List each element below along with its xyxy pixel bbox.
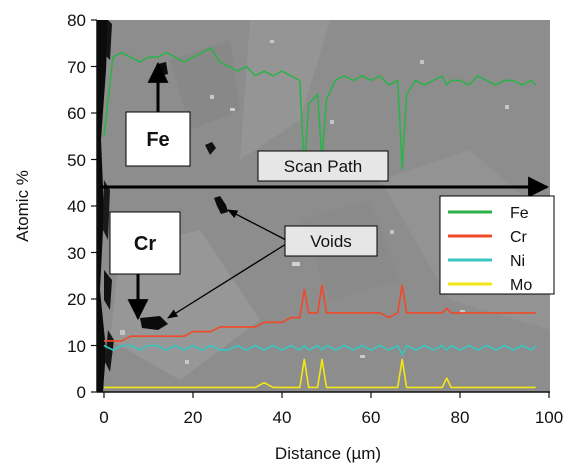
y-tick-label: 0 bbox=[77, 383, 86, 402]
fe-label: Fe bbox=[146, 129, 169, 151]
series-line-fe bbox=[103, 47, 537, 170]
y-tick-label: 10 bbox=[67, 337, 86, 356]
voids-label-box bbox=[284, 225, 378, 257]
series-line-cr bbox=[104, 284, 536, 342]
axes: 0 10 20 30 40 50 60 70 80 0 20 40 60 80 … bbox=[13, 11, 563, 463]
series-line-mo bbox=[104, 358, 536, 389]
cr-label: Cr bbox=[134, 233, 156, 255]
voids-arrow-lower bbox=[167, 243, 287, 319]
y-tick-label: 30 bbox=[67, 244, 86, 263]
x-tick-labels: 0 20 40 60 80 100 bbox=[99, 408, 563, 427]
y-tick-label: 80 bbox=[67, 11, 86, 30]
x-tick-label: 80 bbox=[451, 408, 470, 427]
legend: Fe Cr Ni Mo bbox=[439, 195, 555, 295]
y-tick-label: 40 bbox=[67, 197, 86, 216]
annotations: Fe Cr Scan Path Voids bbox=[100, 61, 550, 321]
y-tick-label: 50 bbox=[67, 151, 86, 170]
y-tick-label: 20 bbox=[67, 290, 86, 309]
y-tick-label: 60 bbox=[67, 104, 86, 123]
x-tick-label: 20 bbox=[184, 408, 203, 427]
scan-path-label: Scan Path bbox=[284, 157, 362, 176]
voids-label: Voids bbox=[310, 232, 352, 251]
legend-label-fe: Fe bbox=[510, 205, 529, 222]
y-axis-label: Atomic % bbox=[13, 170, 32, 242]
series-line-ni bbox=[103, 344, 537, 356]
x-tick-label: 60 bbox=[362, 408, 381, 427]
scan-path-label-box bbox=[257, 150, 389, 182]
cr-label-box bbox=[109, 211, 181, 275]
x-tick-label: 40 bbox=[273, 408, 292, 427]
x-tick-label: 0 bbox=[99, 408, 108, 427]
tick-marks bbox=[91, 19, 550, 398]
y-tick-labels: 0 10 20 30 40 50 60 70 80 bbox=[67, 11, 86, 402]
legend-label-ni: Ni bbox=[510, 253, 525, 270]
fe-label-box bbox=[125, 111, 191, 167]
voids-arrow-upper bbox=[227, 209, 287, 241]
series-layer bbox=[103, 47, 537, 389]
x-axis-label: Distance (µm) bbox=[275, 444, 381, 463]
legend-label-cr: Cr bbox=[510, 229, 528, 246]
legend-label-mo: Mo bbox=[510, 277, 532, 294]
x-tick-label: 100 bbox=[535, 408, 563, 427]
y-tick-label: 70 bbox=[67, 58, 86, 77]
